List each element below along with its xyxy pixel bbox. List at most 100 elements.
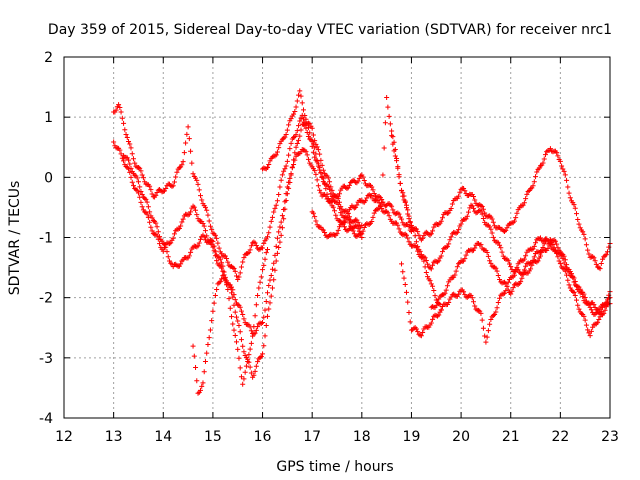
data-point xyxy=(166,258,172,264)
data-point xyxy=(308,137,314,143)
data-point xyxy=(236,274,242,280)
data-point xyxy=(281,216,287,222)
data-point xyxy=(233,314,239,320)
data-point xyxy=(343,218,349,224)
data-point xyxy=(396,172,402,178)
data-point xyxy=(265,313,271,319)
data-point xyxy=(206,335,212,341)
data-point xyxy=(261,262,267,268)
data-point xyxy=(303,149,309,155)
data-point xyxy=(573,211,579,217)
data-point xyxy=(279,172,285,178)
data-point xyxy=(580,294,586,300)
data-point xyxy=(277,239,283,245)
data-point xyxy=(281,168,287,174)
data-point xyxy=(375,206,381,212)
data-point xyxy=(238,264,244,270)
data-point xyxy=(299,100,305,106)
data-point xyxy=(333,212,339,218)
data-point xyxy=(535,258,541,264)
data-point xyxy=(232,332,238,338)
data-point xyxy=(235,277,241,283)
data-point xyxy=(262,333,268,339)
data-point xyxy=(129,179,135,185)
data-point xyxy=(224,282,230,288)
data-point xyxy=(248,243,254,249)
data-point xyxy=(504,225,510,231)
data-point xyxy=(138,168,144,174)
data-point xyxy=(255,359,261,365)
data-point xyxy=(576,306,582,312)
data-point xyxy=(190,171,196,177)
data-point xyxy=(505,258,511,264)
data-point xyxy=(292,108,298,114)
data-point xyxy=(255,292,261,298)
data-point xyxy=(196,218,202,224)
data-point xyxy=(428,281,434,287)
data-point xyxy=(271,260,277,266)
series-track-i xyxy=(428,240,613,318)
data-point xyxy=(493,265,499,271)
data-point xyxy=(144,199,150,205)
data-points xyxy=(111,88,613,396)
data-point xyxy=(210,244,216,250)
data-point xyxy=(206,218,212,224)
data-point xyxy=(397,180,403,186)
data-point xyxy=(497,295,503,301)
data-point xyxy=(272,153,278,159)
data-point xyxy=(502,290,508,296)
data-point xyxy=(518,279,524,285)
data-point xyxy=(503,227,509,233)
data-point xyxy=(369,192,375,198)
data-point xyxy=(185,124,191,130)
data-point xyxy=(415,248,421,254)
data-point xyxy=(433,297,439,303)
data-point xyxy=(126,157,132,163)
data-point xyxy=(370,214,376,220)
data-point xyxy=(561,260,567,266)
data-point xyxy=(596,265,602,271)
data-point xyxy=(212,292,218,298)
x-tick-label: 22 xyxy=(551,429,569,445)
data-point xyxy=(447,237,453,243)
data-point xyxy=(240,381,246,387)
series-track-c xyxy=(121,121,365,380)
data-point xyxy=(154,224,160,230)
data-point xyxy=(499,249,505,255)
data-point xyxy=(482,210,488,216)
data-point xyxy=(305,125,311,131)
data-point xyxy=(230,294,236,300)
data-point xyxy=(389,128,395,134)
data-point xyxy=(222,278,228,284)
data-point xyxy=(276,145,282,151)
data-point xyxy=(205,212,211,218)
data-point xyxy=(444,244,450,250)
data-point xyxy=(471,205,476,211)
data-point xyxy=(591,302,597,308)
data-point xyxy=(277,184,283,190)
data-point xyxy=(413,239,419,245)
data-point xyxy=(571,202,577,208)
data-point xyxy=(283,198,289,204)
data-point xyxy=(257,355,263,361)
data-point xyxy=(559,252,565,258)
series-track-d xyxy=(190,247,271,396)
data-point xyxy=(277,141,283,147)
data-point xyxy=(220,263,226,269)
data-point xyxy=(236,355,242,361)
data-point xyxy=(221,275,227,281)
data-point xyxy=(265,165,271,171)
data-point xyxy=(194,244,200,250)
data-point xyxy=(127,169,133,175)
data-point xyxy=(195,216,201,222)
data-point xyxy=(435,313,441,319)
data-point xyxy=(509,288,515,294)
data-point xyxy=(205,341,211,347)
data-point xyxy=(336,205,342,211)
data-point xyxy=(310,210,316,216)
data-point xyxy=(485,328,491,334)
data-point xyxy=(581,231,587,237)
data-point xyxy=(253,327,259,333)
data-point xyxy=(216,280,222,286)
